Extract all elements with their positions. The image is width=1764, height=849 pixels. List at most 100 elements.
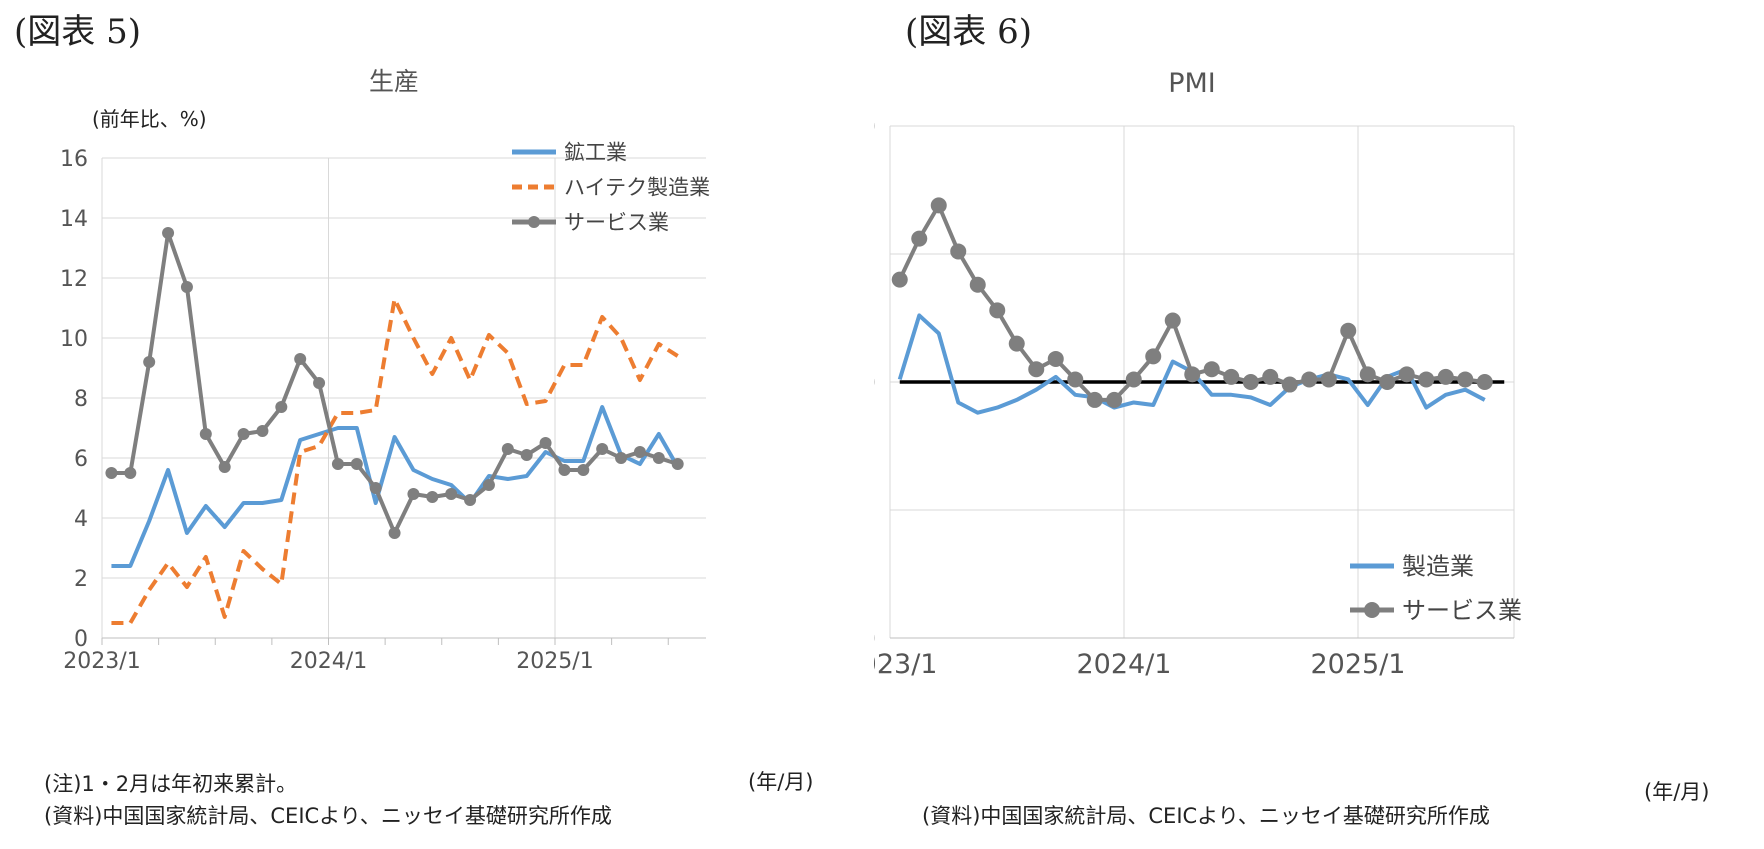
series-point-2 <box>615 452 628 464</box>
series-point-1 <box>1145 348 1162 365</box>
y-tick-label: 45 <box>874 496 876 527</box>
chart-title: PMI <box>1168 68 1216 99</box>
series-point-2 <box>275 401 288 413</box>
series-point-1 <box>1398 366 1415 383</box>
series-point-2 <box>256 425 269 437</box>
series-point-1 <box>969 276 986 293</box>
series-point-1 <box>1242 374 1259 390</box>
x-tick-label: 2024/1 <box>1077 649 1172 680</box>
series-point-2 <box>520 449 533 461</box>
series-point-2 <box>652 452 665 464</box>
left-note-2: (資料)中国国家統計局、CEICより、ニッセイ基礎研究所作成 <box>44 804 612 828</box>
right-x-unit: (年/月) <box>1644 780 1710 804</box>
x-tick-label: 2024/1 <box>290 649 367 674</box>
legend-marker-1 <box>1364 602 1380 618</box>
series-point-2 <box>501 443 514 455</box>
series-point-2 <box>237 428 250 440</box>
y-tick-label: 4 <box>74 507 88 532</box>
legend-label-1: ハイテク製造業 <box>564 176 710 200</box>
series-point-1 <box>1223 368 1240 385</box>
production-chart: 生産 0 2 4 6 8 10 12 14 16 2023/1 2024/1 2025/1 鉱工業ハイテク… <box>60 67 710 674</box>
series-point-1 <box>1184 366 1201 383</box>
series-point-2 <box>426 491 439 503</box>
series-point-2 <box>633 446 646 458</box>
left-x-unit: (年/月) <box>748 770 814 794</box>
legend-label-0: 鉱工業 <box>564 141 627 165</box>
x-tick-label: 2023/1 <box>63 649 140 674</box>
series-point-1 <box>1047 350 1064 367</box>
y-tick-label: 14 <box>60 207 88 232</box>
series-point-2 <box>180 281 193 293</box>
series-point-2 <box>558 464 571 476</box>
series-point-2 <box>577 464 590 476</box>
y-tick-label: 8 <box>74 387 88 412</box>
y-tick-label: 0 <box>74 627 88 652</box>
series-point-1 <box>1320 371 1337 388</box>
right-note-1: (資料)中国国家統計局、CEICより、ニッセイ基礎研究所作成 <box>922 804 1490 828</box>
series-point-2 <box>369 482 382 494</box>
y-tick-label: 40 <box>874 624 876 655</box>
series-point-1 <box>950 243 967 260</box>
chart-title: 生産 <box>369 67 419 96</box>
series-point-2 <box>218 461 231 473</box>
series-point-2 <box>294 353 307 365</box>
series-point-1 <box>1301 371 1318 388</box>
y-tick-label: 60 <box>874 112 876 143</box>
legend-label-0: 製造業 <box>1402 553 1474 581</box>
series-point-1 <box>1203 361 1220 378</box>
series-point-2 <box>162 227 175 239</box>
series-point-1 <box>1262 368 1279 385</box>
legend-marker-2 <box>528 216 540 228</box>
x-tick-label: 2025/1 <box>516 649 593 674</box>
series-point-1 <box>1457 371 1474 388</box>
legend-label-2: サービス業 <box>564 211 669 235</box>
series-point-1 <box>1086 391 1103 408</box>
y-tick-label: 2 <box>74 567 88 592</box>
y-tick-label: 12 <box>60 267 88 292</box>
series-point-1 <box>930 197 947 214</box>
x-tick-label: 2025/1 <box>1311 649 1406 680</box>
series-point-2 <box>482 479 495 491</box>
series-point-1 <box>1476 374 1493 390</box>
series-point-2 <box>539 437 552 449</box>
y-tick-label: 16 <box>60 147 88 172</box>
series-point-2 <box>596 443 609 455</box>
series-point-2 <box>313 377 326 389</box>
series-point-1 <box>911 230 928 247</box>
figure-label-right: (図表 6) <box>905 12 1032 52</box>
series-point-1 <box>1418 371 1435 388</box>
series-point-1 <box>1437 368 1454 385</box>
series-point-1 <box>1106 391 1123 408</box>
series-point-1 <box>989 302 1006 319</box>
series-point-2 <box>445 488 458 500</box>
y-axis-label: (前年比、%) <box>92 107 207 131</box>
series-point-1 <box>1008 335 1025 352</box>
y-tick-label: 50 <box>874 368 876 399</box>
y-tick-label: 10 <box>60 327 88 352</box>
left-note-1: (注)1・2月は年初来累計。 <box>44 772 298 796</box>
legend-label-1: サービス業 <box>1402 597 1522 625</box>
series-point-2 <box>671 458 684 470</box>
y-tick-label: 6 <box>74 447 88 472</box>
series-point-1 <box>1164 312 1181 329</box>
series-point-2 <box>407 488 420 500</box>
series-point-1 <box>1067 371 1084 388</box>
y-tick-label: 55 <box>874 240 876 271</box>
series-point-2 <box>464 494 477 506</box>
series-line-1 <box>111 297 679 625</box>
series-point-1 <box>1340 322 1357 339</box>
series-point-2 <box>350 458 363 470</box>
series-point-2 <box>124 467 137 479</box>
series-point-2 <box>143 356 156 368</box>
x-tick-label: 2023/1 <box>874 649 938 680</box>
series-point-2 <box>199 428 212 440</box>
series-line-0 <box>897 313 1486 415</box>
series-point-2 <box>388 527 401 539</box>
series-point-1 <box>1379 374 1396 390</box>
series-line-0 <box>111 405 680 568</box>
series-point-1 <box>1359 366 1376 383</box>
series-point-2 <box>331 458 344 470</box>
figure-label-left: (図表 5) <box>14 12 141 52</box>
